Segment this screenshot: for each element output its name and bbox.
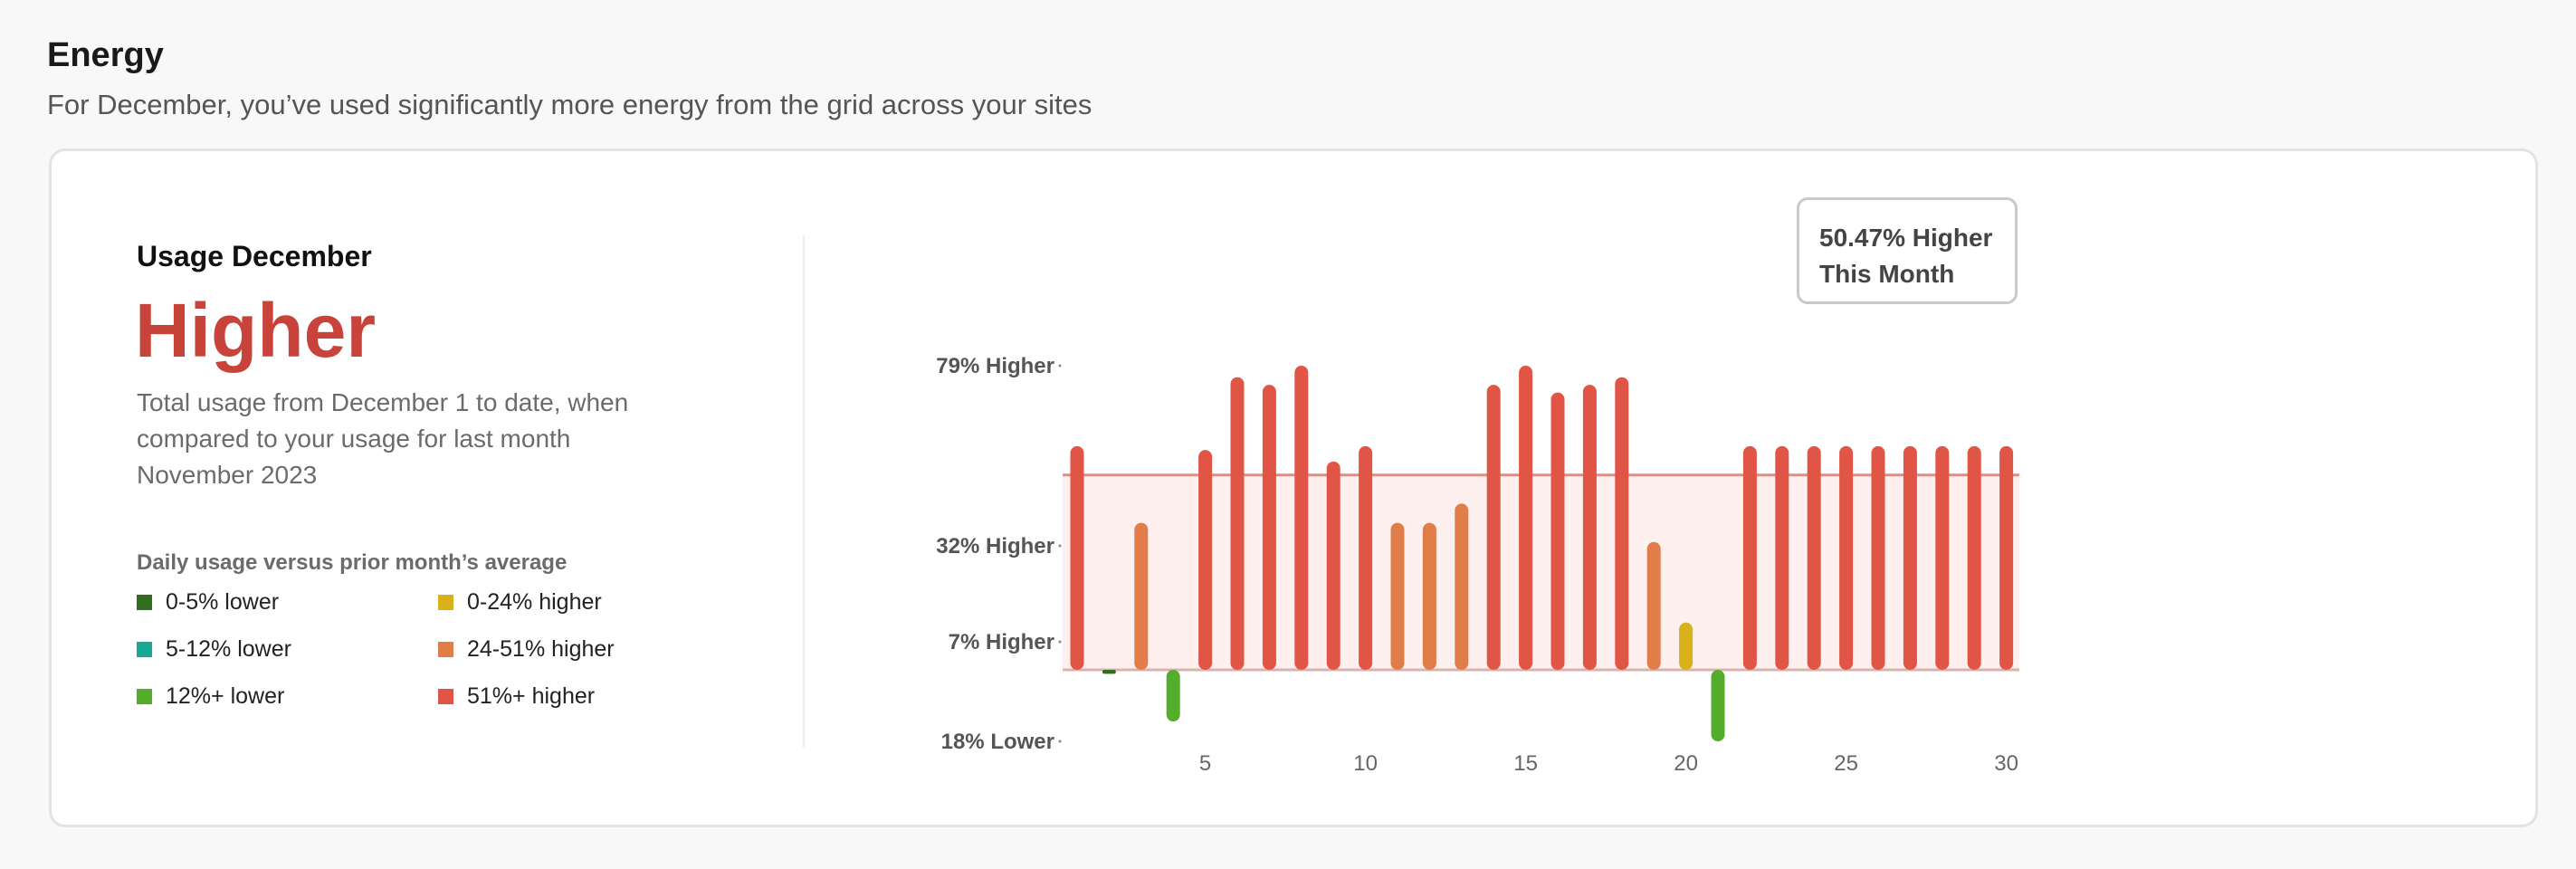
usage-bar-day-28[interactable]	[1935, 445, 1950, 670]
usage-title: Usage December	[137, 240, 372, 272]
legend-swatch	[438, 595, 453, 610]
usage-bar-day-8[interactable]	[1294, 366, 1309, 670]
legend-item-0-5-lower: 0-5% lower	[137, 589, 279, 616]
usage-bar-day-13[interactable]	[1455, 503, 1469, 670]
usage-bar-day-18[interactable]	[1615, 377, 1629, 670]
usage-bar-day-30[interactable]	[1999, 445, 2014, 670]
y-tick-mark	[1058, 740, 1062, 743]
card-divider	[803, 235, 805, 748]
usage-bar-day-6[interactable]	[1230, 377, 1245, 670]
usage-bar-day-26[interactable]	[1871, 445, 1885, 670]
tooltip-value: 50.47% Higher	[1819, 224, 1993, 252]
usage-bar-day-14[interactable]	[1486, 385, 1501, 670]
usage-bar-day-27[interactable]	[1903, 445, 1917, 670]
legend-item-51-higher: 51%+ higher	[438, 683, 595, 710]
usage-bar-day-4[interactable]	[1166, 670, 1180, 722]
legend-swatch	[137, 595, 152, 610]
legend-swatch	[438, 689, 453, 704]
legend-item-0-24-higher: 0-24% higher	[438, 589, 602, 616]
y-tick-label: 7% Higher	[949, 630, 1054, 654]
legend-label: 12%+ lower	[166, 683, 285, 709]
daily-usage-chart: 79% Higher 32% Higher 7% Higher 18% Lower 5…	[936, 354, 2019, 776]
usage-bar-day-12[interactable]	[1422, 522, 1436, 670]
legend-label: 51%+ higher	[467, 683, 596, 709]
usage-bar-day-2[interactable]	[1102, 670, 1116, 674]
legend-label: 24-51% higher	[467, 636, 615, 662]
y-tick-mark	[1058, 640, 1062, 644]
x-tick-label: 15	[1513, 751, 1538, 776]
usage-bar-day-16[interactable]	[1550, 392, 1565, 670]
y-tick-label: 32% Higher	[936, 534, 1054, 559]
usage-status: Higher	[135, 288, 377, 373]
usage-bar-day-24[interactable]	[1807, 445, 1821, 670]
usage-bar-day-19[interactable]	[1646, 541, 1661, 670]
usage-bar-day-7[interactable]	[1262, 385, 1276, 670]
page-title: Energy	[47, 36, 164, 74]
x-tick-label: 20	[1674, 751, 1698, 776]
legend-swatch	[438, 642, 453, 657]
x-tick-label: 30	[1994, 751, 2018, 776]
usage-bar-day-9[interactable]	[1326, 461, 1340, 670]
usage-bar-day-11[interactable]	[1390, 522, 1405, 670]
usage-bar-day-21[interactable]	[1711, 670, 1725, 741]
legend-swatch	[137, 689, 152, 704]
usage-bar-day-20[interactable]	[1679, 622, 1693, 670]
usage-bar-day-3[interactable]	[1134, 522, 1149, 670]
usage-bar-day-1[interactable]	[1070, 445, 1084, 670]
legend-label: 0-24% higher	[467, 589, 602, 615]
usage-bar-day-25[interactable]	[1839, 445, 1854, 670]
y-tick-mark	[1058, 544, 1062, 548]
legend-label: 5-12% lower	[166, 636, 291, 662]
energy-usage-card: Usage December Higher Total usage from D…	[49, 148, 2538, 827]
legend-item-24-51-higher: 24-51% higher	[438, 636, 615, 663]
usage-bar-day-17[interactable]	[1582, 385, 1597, 670]
legend-swatch	[137, 642, 152, 657]
y-tick-label: 79% Higher	[936, 354, 1054, 378]
x-tick-label: 5	[1199, 751, 1211, 776]
y-tick-mark	[1058, 364, 1062, 368]
usage-description: Total usage from December 1 to date, whe…	[137, 388, 629, 489]
average-band	[1063, 474, 2019, 670]
legend-label: 0-5% lower	[166, 589, 280, 615]
usage-bar-day-5[interactable]	[1198, 450, 1213, 670]
x-tick-label: 25	[1834, 751, 1858, 776]
usage-bar-day-10[interactable]	[1359, 445, 1373, 670]
legend-title: Daily usage versus prior month’s average	[137, 550, 568, 575]
y-tick-label: 18% Lower	[941, 730, 1054, 754]
legend-item-12-lower: 12%+ lower	[137, 683, 284, 710]
legend-item-5-12-lower: 5-12% lower	[137, 636, 291, 663]
usage-tooltip: 50.47% Higher This Month	[1797, 197, 2018, 304]
usage-bar-day-23[interactable]	[1775, 445, 1789, 670]
tooltip-period: This Month	[1819, 260, 1955, 288]
page-subtitle: For December, you’ve used significantly …	[47, 89, 1092, 120]
usage-bar-day-15[interactable]	[1519, 366, 1533, 670]
usage-bar-day-22[interactable]	[1742, 445, 1757, 670]
x-tick-label: 10	[1353, 751, 1378, 776]
usage-bar-day-29[interactable]	[1967, 445, 1981, 670]
